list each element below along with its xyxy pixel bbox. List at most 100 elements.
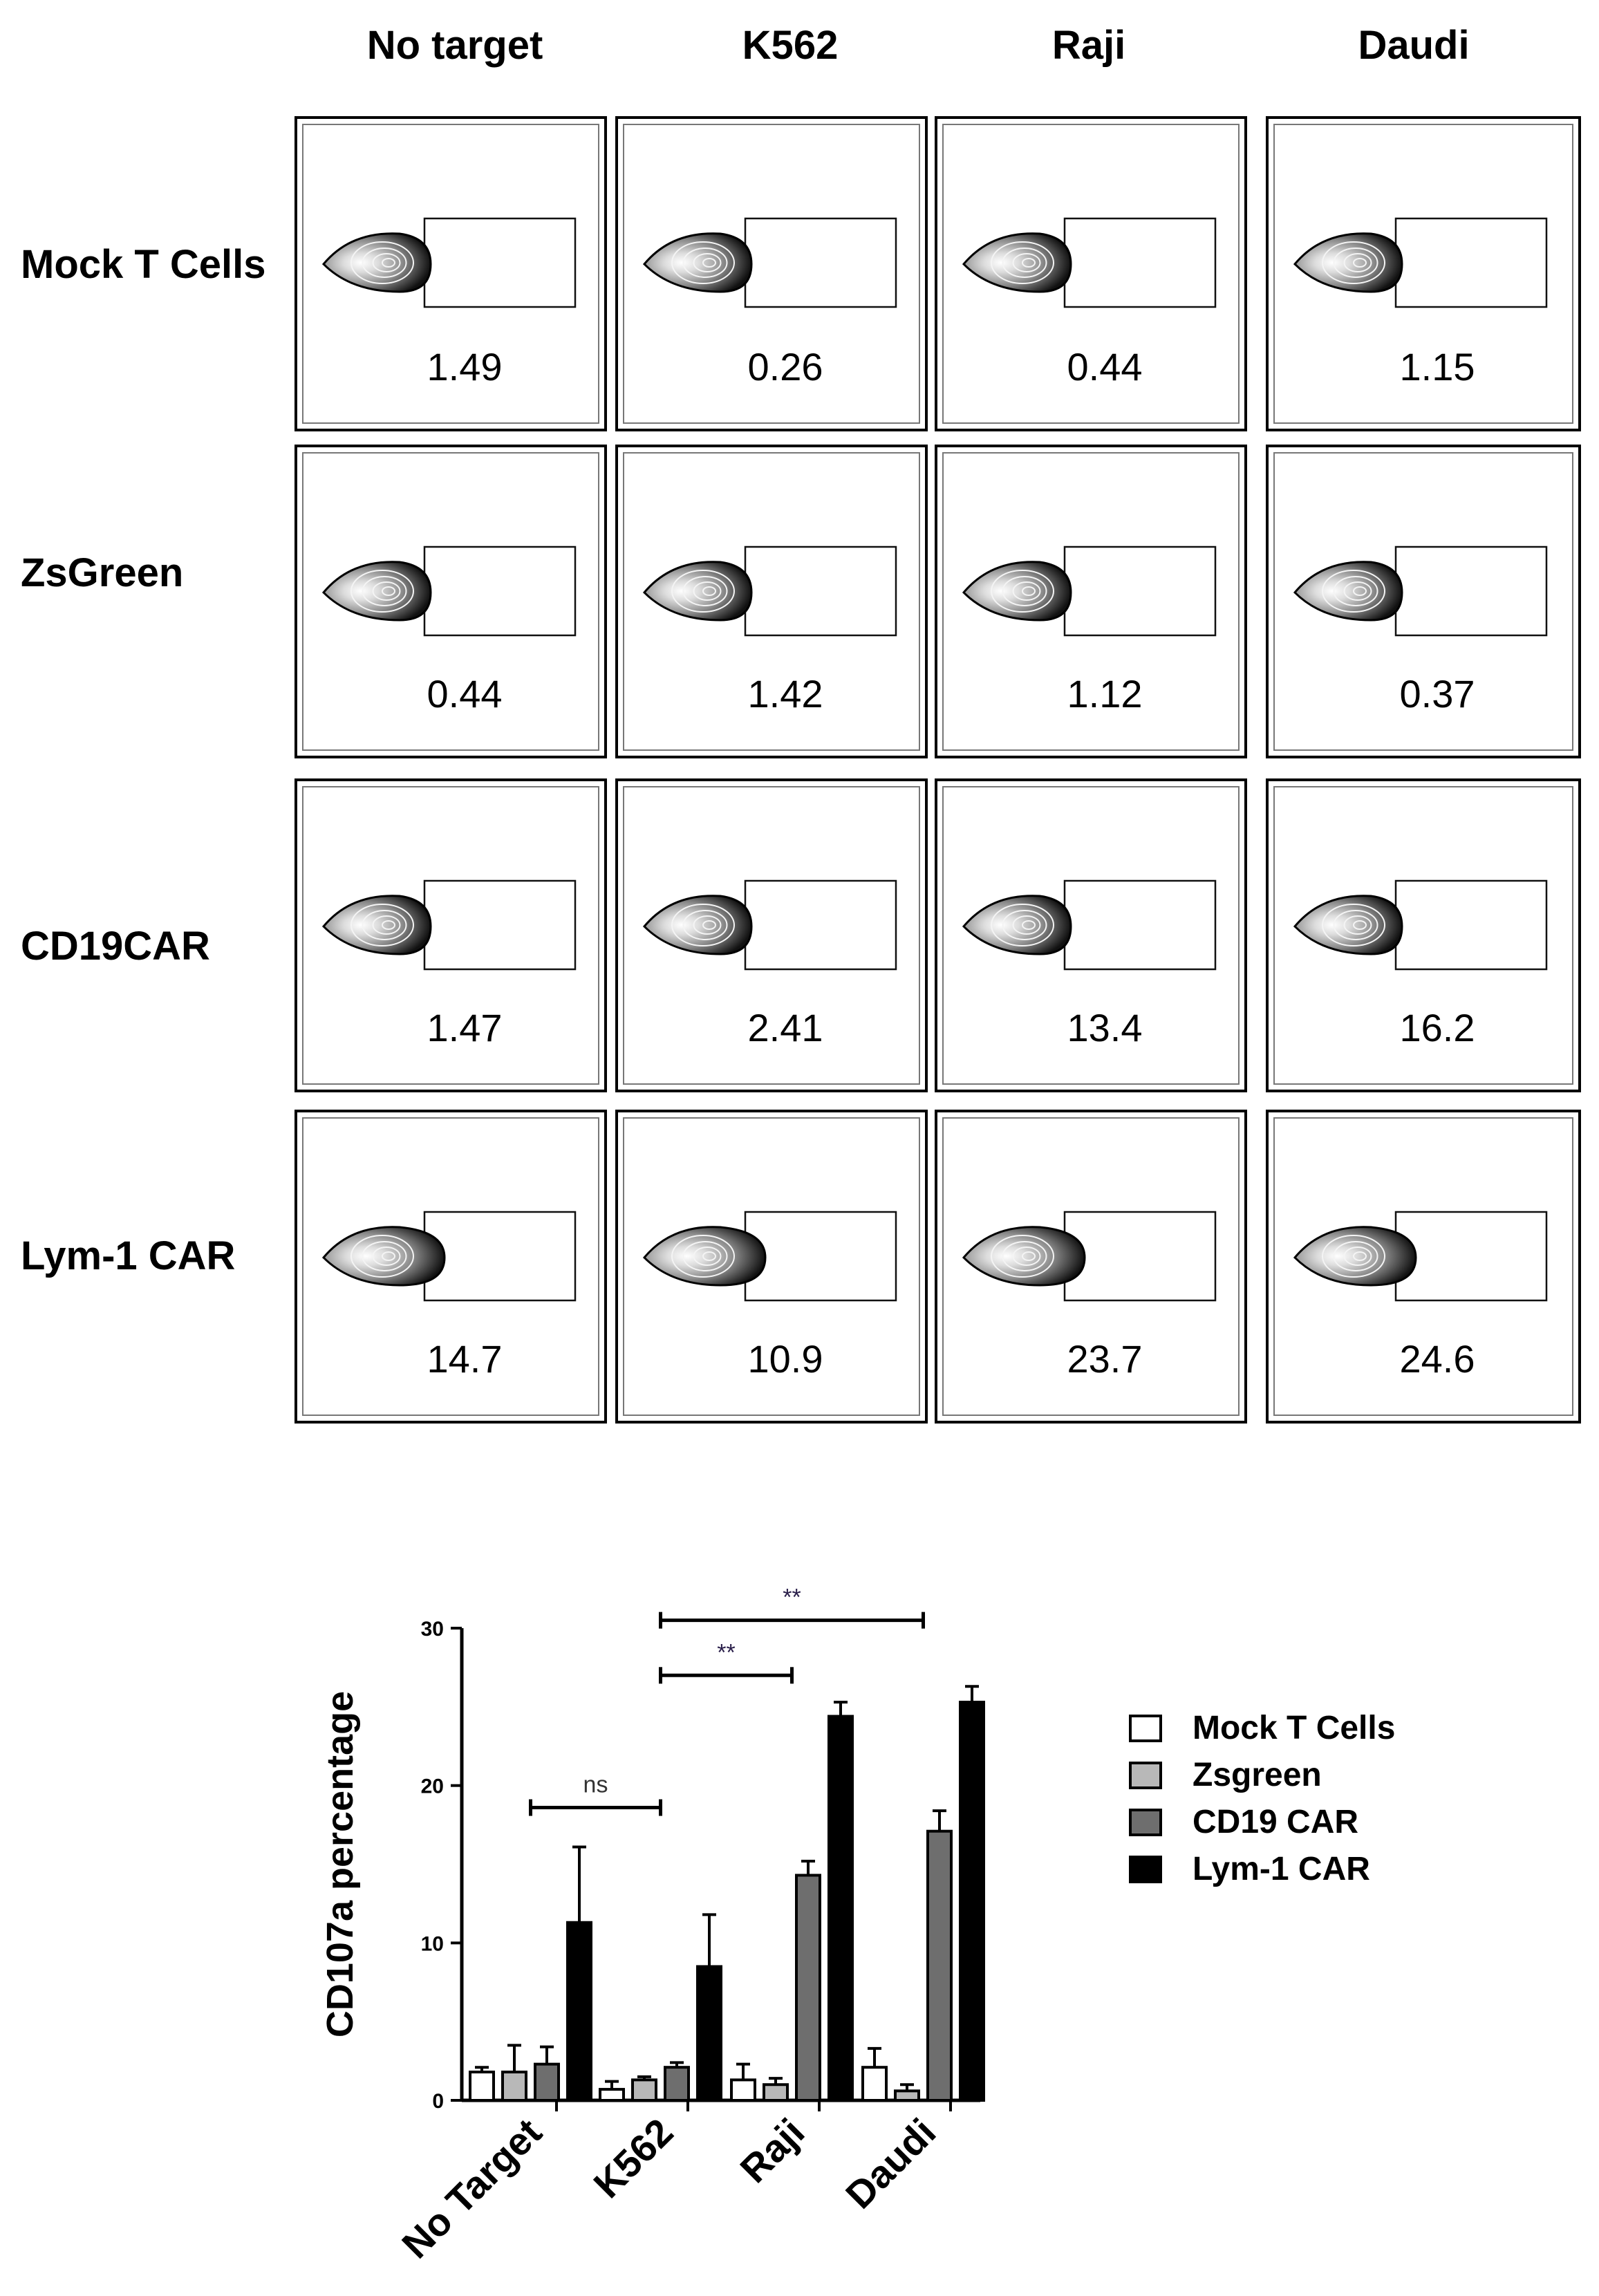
contour-ring — [1002, 248, 1047, 278]
contour-ring — [702, 586, 716, 596]
contour-ring — [682, 1241, 728, 1271]
contour-ring — [1012, 253, 1041, 272]
gate-percentage: 1.12 — [1067, 672, 1143, 716]
contour-ring — [382, 1251, 395, 1261]
bar-zsgreen-k562 — [631, 2078, 657, 2102]
legend-swatch-1 — [1129, 1762, 1162, 1789]
plot-inner-frame — [1273, 452, 1573, 751]
contour-blob — [321, 232, 432, 293]
contour-ring — [682, 248, 728, 278]
bar-cd19-car-no-target — [534, 2062, 560, 2102]
contour-ring — [1353, 1251, 1367, 1261]
contour-outline — [642, 1226, 767, 1287]
contour-ring — [702, 920, 716, 930]
gate-percentage: 1.49 — [427, 345, 503, 389]
contour-blob — [962, 1226, 1086, 1287]
facs-plot-r2-c0: 1.47 — [294, 778, 607, 1092]
row-header-0: Mock T Cells — [21, 242, 266, 287]
contour-ring — [362, 910, 407, 940]
contour-ring — [1333, 248, 1378, 278]
column-header-1: K562 — [742, 23, 839, 68]
contour-ring — [382, 586, 395, 596]
plot-inner-frame — [623, 452, 920, 751]
bar-lym-1-car-no-target — [566, 1921, 592, 2102]
facs-plot-r1-c1: 1.42 — [615, 445, 928, 758]
y-tick-label: 0 — [432, 2090, 444, 2113]
contour-ring — [1353, 920, 1367, 930]
facs-plot-r2-c1: 2.41 — [615, 778, 928, 1092]
contour-ring — [693, 915, 722, 935]
facs-plot-r3-c3: 24.6 — [1266, 1110, 1581, 1424]
contour-ring — [991, 904, 1054, 946]
legend-swatch-3 — [1129, 1856, 1162, 1883]
significance-label-0: ns — [583, 1772, 608, 1798]
contour-ring — [1012, 581, 1041, 601]
bar-mock-t-cells-raji — [730, 2078, 756, 2102]
gate-percentage: 0.37 — [1400, 672, 1475, 716]
contour-ring — [1322, 241, 1385, 284]
bar-mock-t-cells-k562 — [599, 2088, 625, 2102]
plot-inner-frame — [942, 1117, 1240, 1416]
contour-ring — [372, 915, 401, 935]
contour-ring — [1333, 910, 1378, 940]
contour-blob — [962, 232, 1072, 293]
contour-ring — [372, 253, 401, 272]
contour-ring — [362, 576, 407, 606]
contour-ring — [1353, 258, 1367, 268]
legend-swatch-2 — [1129, 1809, 1162, 1836]
contour-blob — [321, 561, 432, 622]
plot-inner-frame — [302, 786, 599, 1085]
contour-ring — [682, 910, 728, 940]
contour-outline — [321, 1226, 446, 1287]
contour-ring — [1343, 1247, 1372, 1266]
contour-ring — [1343, 915, 1372, 935]
bar-zsgreen-no-target — [501, 2071, 527, 2102]
contour-ring — [382, 258, 395, 268]
contour-ring — [991, 570, 1054, 613]
significance-label-1: ** — [717, 1639, 735, 1665]
row-header-3: Lym-1 CAR — [21, 1233, 235, 1278]
contour-ring — [1002, 910, 1047, 940]
gate-percentage: 1.15 — [1400, 345, 1475, 389]
x-category-label-0: No Target — [393, 2110, 550, 2266]
contour-ring — [372, 1247, 401, 1266]
plot-inner-frame — [942, 124, 1240, 424]
plot-inner-frame — [1273, 124, 1573, 424]
bar-lym-1-car-raji — [827, 1715, 854, 2102]
contour-ring — [1002, 1241, 1047, 1271]
contour-ring — [702, 258, 716, 268]
bar-lym-1-car-daudi — [959, 1701, 985, 2102]
gate-percentage: 24.6 — [1400, 1337, 1475, 1381]
contour-ring — [1333, 1241, 1378, 1271]
contour-ring — [991, 1235, 1054, 1278]
column-header-0: No target — [367, 23, 543, 68]
contour-blob — [1293, 561, 1403, 622]
bar-zsgreen-daudi — [894, 2089, 920, 2102]
facs-plot-r0-c0: 1.49 — [294, 116, 607, 431]
facs-plot-r1-c0: 0.44 — [294, 445, 607, 758]
contour-ring — [350, 904, 414, 946]
contour-blob — [1293, 1226, 1417, 1287]
contour-ring — [350, 1235, 414, 1278]
contour-ring — [1333, 576, 1378, 606]
contour-ring — [1022, 920, 1036, 930]
y-tick-label: 20 — [421, 1775, 444, 1798]
contour-ring — [350, 570, 414, 613]
contour-ring — [1012, 1247, 1041, 1266]
plot-inner-frame — [1273, 786, 1573, 1085]
significance-label-2: ** — [783, 1585, 801, 1611]
contour-blob — [1293, 232, 1403, 293]
contour-ring — [671, 241, 735, 284]
contour-ring — [1343, 581, 1372, 601]
legend-label-1: Zsgreen — [1193, 1757, 1322, 1793]
contour-ring — [362, 248, 407, 278]
contour-ring — [1022, 258, 1036, 268]
contour-blob — [1293, 895, 1403, 955]
contour-ring — [1012, 915, 1041, 935]
gate-percentage: 23.7 — [1067, 1337, 1143, 1381]
facs-panel-grid: No target K562 Raji Daudi Mock T Cells ZsGree… — [21, 23, 1581, 1424]
bar-cd19-car-daudi — [926, 1829, 953, 2102]
contour-ring — [1322, 1235, 1385, 1278]
plot-inner-frame — [302, 1117, 599, 1416]
column-header-2: Raji — [1052, 23, 1125, 68]
